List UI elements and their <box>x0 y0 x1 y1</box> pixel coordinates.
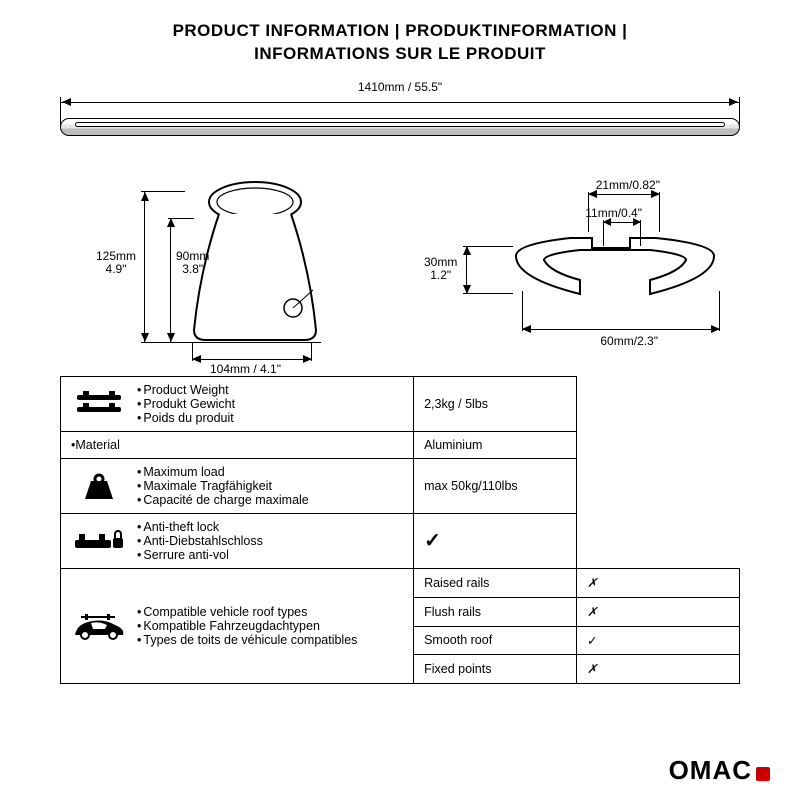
load-label-en: Maximum load <box>137 465 309 479</box>
technical-diagrams: 1410mm / 55.5" 125mm4.9" 90mm3.8" 104mm … <box>60 80 740 370</box>
compat-label-fr: Types de toits de véhicule compatibles <box>137 633 357 647</box>
row-material: •Material Aluminium <box>61 431 740 458</box>
profile-slot-label: 11mm/0.4" <box>585 206 642 220</box>
load-value: max 50kg/110lbs <box>414 458 577 513</box>
material-label: Material <box>75 438 119 452</box>
compat-3-value: ✗ <box>587 662 597 676</box>
title-line-2: INFORMATIONS SUR LE PRODUIT <box>60 43 740 66</box>
load-label-fr: Capacité de charge maximale <box>137 493 309 507</box>
weight-label-en: Product Weight <box>137 383 235 397</box>
bar-length-label: 1410mm / 55.5" <box>358 80 442 94</box>
brand-dot-icon <box>756 767 770 781</box>
foot-width-label: 104mm / 4.1" <box>210 362 281 376</box>
lock-label-en: Anti-theft lock <box>137 520 263 534</box>
brand-logo: OMAC <box>669 755 770 786</box>
weight-label-fr: Poids du produit <box>137 411 235 425</box>
foot-diagram: 125mm4.9" 90mm3.8" 104mm / 4.1" <box>140 180 340 360</box>
lock-label-de: Anti-Diebstahlschloss <box>137 534 263 548</box>
row-lock: Anti-theft lock Anti-Diebstahlschloss Se… <box>61 513 740 568</box>
spec-table: Product Weight Produkt Gewicht Poids du … <box>60 376 740 684</box>
weight-icon <box>71 389 127 419</box>
lock-icon <box>71 526 127 556</box>
row-load: Maximum load Maximale Tragfähigkeit Capa… <box>61 458 740 513</box>
page-title: PRODUCT INFORMATION | PRODUKTINFORMATION… <box>60 20 740 66</box>
foot-height-inner-label: 90mm3.8" <box>176 250 209 276</box>
compat-0-value: ✗ <box>587 576 597 590</box>
foot-height-inner-dim <box>170 218 171 342</box>
profile-slot-dim <box>603 222 641 223</box>
row-compat-0: Compatible vehicle roof types Kompatible… <box>61 568 740 597</box>
lock-value: ✓ <box>424 530 441 552</box>
profile-width-label: 60mm/2.3" <box>600 334 658 348</box>
material-value: Aluminium <box>414 431 577 458</box>
bar-shape <box>60 118 740 136</box>
profile-top-label: 21mm/0.82" <box>596 178 660 192</box>
foot-height-outer-label: 125mm4.9" <box>96 250 136 276</box>
compat-2-value: ✓ <box>587 634 597 648</box>
lock-label-fr: Serrure anti-vol <box>137 548 263 562</box>
weight-label-de: Produkt Gewicht <box>137 397 235 411</box>
compat-1-label: Flush rails <box>414 597 577 626</box>
profile-width-dim <box>522 329 720 330</box>
load-icon <box>71 471 127 501</box>
compat-label-de: Kompatible Fahrzeugdachtypen <box>137 619 357 633</box>
compat-0-label: Raised rails <box>414 568 577 597</box>
compat-2-label: Smooth roof <box>414 626 577 654</box>
profile-top-dim <box>588 194 660 195</box>
profile-shape <box>510 208 720 308</box>
brand-text: OMAC <box>669 755 752 786</box>
profile-height-label: 30mm1.2" <box>424 256 457 282</box>
profile-diagram: 21mm/0.82" 11mm/0.4" 30mm1.2" 60mm/2.3" <box>440 180 720 360</box>
title-line-1: PRODUCT INFORMATION | PRODUKTINFORMATION… <box>60 20 740 43</box>
compat-label-en: Compatible vehicle roof types <box>137 605 357 619</box>
row-weight: Product Weight Produkt Gewicht Poids du … <box>61 376 740 431</box>
car-icon <box>71 609 127 643</box>
weight-value: 2,3kg / 5lbs <box>414 376 577 431</box>
foot-width-dim <box>192 359 312 360</box>
compat-3-label: Fixed points <box>414 654 577 683</box>
compat-1-value: ✗ <box>587 605 597 619</box>
profile-height-dim <box>466 246 467 294</box>
load-label-de: Maximale Tragfähigkeit <box>137 479 309 493</box>
foot-height-outer-dim <box>144 192 145 342</box>
bar-length-dimension <box>60 102 740 103</box>
